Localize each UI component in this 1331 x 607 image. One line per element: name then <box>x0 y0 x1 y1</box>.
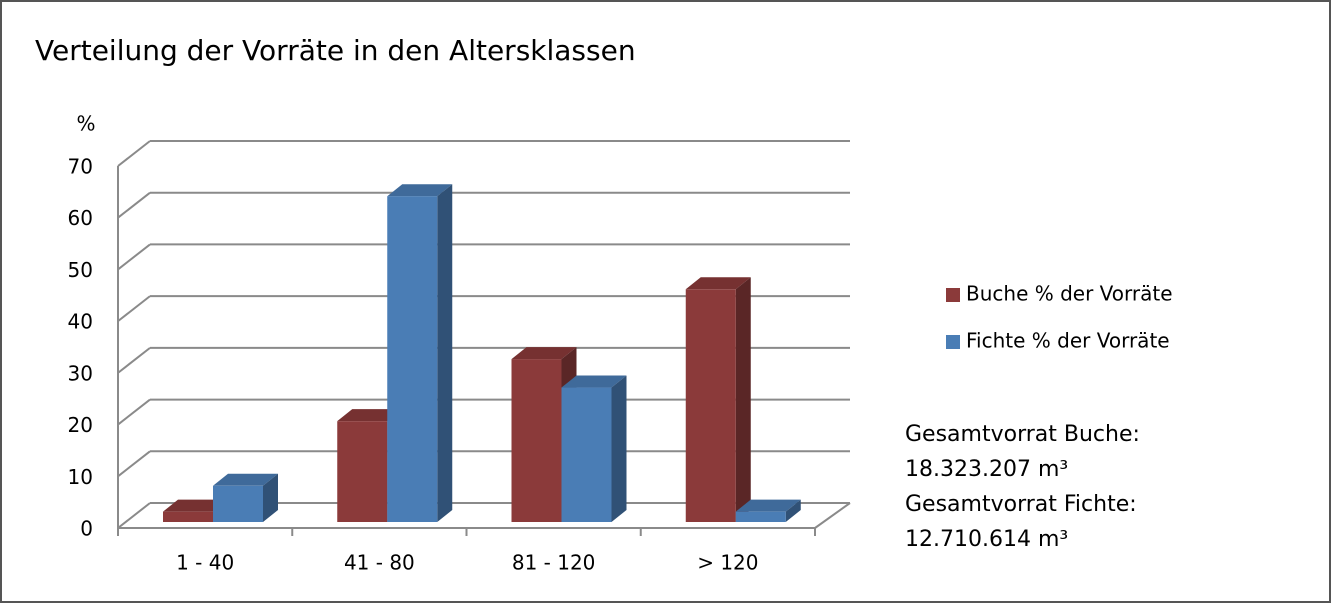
grid-line <box>117 295 151 322</box>
y-axis-label: % <box>76 112 95 136</box>
bar-top <box>213 473 278 486</box>
y-tick-label: 30 <box>68 361 93 385</box>
y-tick-label: 70 <box>68 155 93 179</box>
y-tick-label: 40 <box>68 310 93 334</box>
legend-label: Buche % der Vorräte <box>966 282 1173 306</box>
grid-line <box>117 140 151 167</box>
annotation: 12.710.614 m³ <box>905 527 1068 552</box>
bar <box>213 473 278 522</box>
bar-top <box>387 184 453 197</box>
bar <box>685 277 751 522</box>
bar-front <box>213 485 263 522</box>
annotation: 18.323.207 m³ <box>905 457 1068 482</box>
x-tick-label: 81 - 120 <box>512 551 596 575</box>
grid-line <box>117 502 151 529</box>
bar-top <box>561 375 627 388</box>
x-tick-label: 41 - 80 <box>344 551 415 575</box>
bar-top <box>511 347 577 360</box>
bar-top <box>735 499 801 512</box>
legend-swatch <box>946 288 960 302</box>
y-tick-label: 0 <box>80 517 93 541</box>
bar-front <box>163 511 213 522</box>
bar-side <box>735 277 751 522</box>
bar-top <box>337 409 403 422</box>
grid-line <box>117 450 151 478</box>
bar-front <box>337 421 388 522</box>
bar-top <box>685 277 751 290</box>
y-tick-label: 60 <box>68 206 93 230</box>
bar <box>561 375 627 522</box>
bar-front <box>685 289 736 522</box>
y-tick-label: 50 <box>68 258 93 282</box>
bar-front <box>511 359 562 522</box>
bar-side <box>263 473 278 522</box>
grid-line <box>117 243 151 271</box>
bar <box>387 184 453 522</box>
legend-label: Fichte % der Vorräte <box>966 329 1170 353</box>
y-tick-label: 10 <box>68 465 93 489</box>
annotation: Gesamtvorrat Buche: <box>905 422 1140 447</box>
grid-line <box>117 398 151 426</box>
floor-edge <box>814 502 851 529</box>
x-tick-label: 1 - 40 <box>176 551 234 575</box>
y-tick-label: 20 <box>68 413 93 437</box>
bar-front <box>735 511 786 522</box>
bar-front <box>561 387 612 522</box>
grid-line <box>117 347 151 374</box>
legend-swatch <box>946 335 960 349</box>
bar-front <box>387 196 438 522</box>
annotation: Gesamtvorrat Fichte: <box>905 492 1137 517</box>
chart-title: Verteilung der Vorräte in den Altersklas… <box>35 34 636 67</box>
bar-side <box>437 184 453 522</box>
bar-side <box>611 375 627 522</box>
grid-line <box>117 191 151 219</box>
bar-side <box>785 499 801 522</box>
bar-top <box>163 499 228 512</box>
x-tick-label: > 120 <box>697 551 758 575</box>
bar <box>735 499 801 522</box>
